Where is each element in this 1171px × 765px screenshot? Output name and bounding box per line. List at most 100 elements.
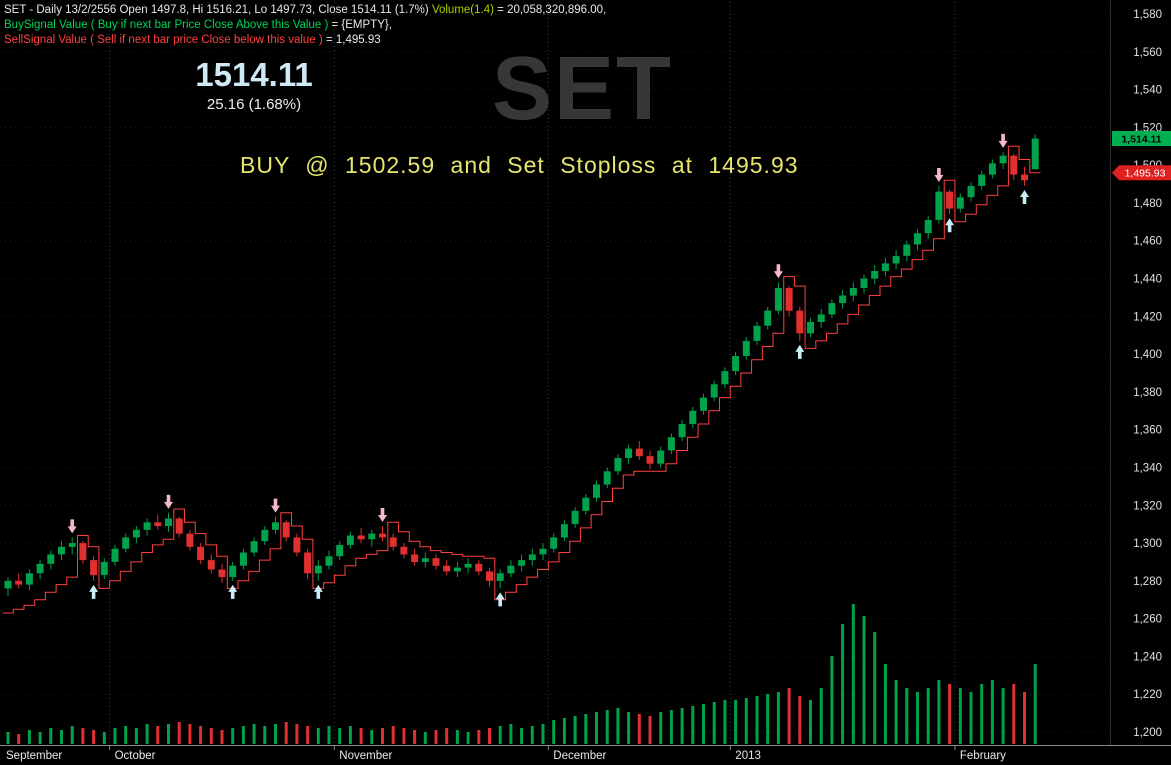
- volume-bar: [702, 704, 705, 744]
- candle-body: [4, 580, 12, 589]
- candle-body: [304, 552, 312, 574]
- candle-body: [111, 548, 119, 562]
- volume-bar: [413, 730, 417, 744]
- volume-bar: [498, 726, 502, 744]
- candle-body: [79, 543, 87, 561]
- volume-bar: [530, 726, 534, 744]
- volume-bar: [787, 688, 791, 744]
- x-month-label: November: [339, 750, 392, 762]
- y-axis-label: 1,340: [1133, 463, 1162, 475]
- volume-bar: [188, 724, 192, 744]
- volume-bar: [60, 730, 63, 744]
- candle-body: [614, 458, 622, 472]
- candle-body: [539, 548, 547, 555]
- volume-bar: [445, 728, 449, 744]
- candle-body: [507, 565, 515, 574]
- stop-price-badge: [1112, 165, 1171, 181]
- x-month-label: December: [553, 750, 606, 762]
- candle-body: [432, 558, 440, 566]
- y-axis-label: 1,380: [1133, 387, 1162, 399]
- candle-body: [710, 384, 718, 398]
- candle-body: [1021, 174, 1028, 181]
- candle-body: [464, 563, 472, 568]
- volume-bar: [669, 710, 673, 744]
- volume-bar: [241, 726, 245, 744]
- y-axis-label: 1,320: [1133, 500, 1162, 512]
- volume-bar: [1001, 688, 1005, 744]
- y-axis-label: 1,480: [1133, 198, 1162, 210]
- volume-bar: [199, 726, 203, 744]
- volume-bar: [584, 714, 588, 744]
- candle-body: [143, 522, 151, 530]
- volume-bar: [252, 724, 256, 744]
- volume-bar: [284, 722, 288, 744]
- y-axis-label: 1,580: [1133, 9, 1162, 21]
- candle-body: [207, 560, 215, 570]
- sell-arrow-icon: [271, 498, 281, 513]
- volume-bar: [402, 728, 406, 744]
- volume-bar: [798, 696, 802, 744]
- buy-arrow-icon: [313, 584, 323, 599]
- volume-bar: [958, 688, 962, 744]
- candle-body: [593, 484, 600, 498]
- last-price-badge: [1112, 131, 1171, 146]
- candle-body: [678, 424, 686, 438]
- volume-bar: [6, 732, 10, 744]
- candle-body: [90, 560, 98, 576]
- volume-bar: [156, 726, 160, 744]
- candle-body: [175, 518, 183, 534]
- volume-bar: [455, 730, 459, 744]
- trailing-stop-line: [2, 145, 1041, 614]
- volume-bar: [691, 706, 695, 744]
- y-axis-label: 1,420: [1133, 311, 1162, 323]
- y-axis-label: 1,280: [1133, 576, 1162, 588]
- buy-arrow-icon: [795, 344, 805, 359]
- candle-body: [58, 546, 65, 555]
- candle-body: [68, 543, 76, 547]
- volume-bar: [969, 692, 973, 744]
- y-axis-label: 1,200: [1133, 727, 1162, 739]
- volume-bar: [1023, 692, 1026, 744]
- candle-body: [988, 163, 996, 175]
- volume-bar: [862, 616, 866, 744]
- sell-arrow-icon: [998, 133, 1008, 148]
- candle-body: [36, 563, 44, 574]
- candle-body: [411, 554, 419, 562]
- volume-bar: [81, 728, 85, 744]
- candle-body: [700, 397, 707, 411]
- candle-body: [218, 569, 226, 578]
- candle-body: [336, 544, 344, 557]
- candle-body: [582, 497, 590, 511]
- volume-bar: [627, 712, 631, 744]
- volume-bar: [648, 716, 652, 744]
- volume-bar: [734, 700, 738, 744]
- candle-body: [122, 537, 130, 549]
- y-axis-label: 1,300: [1133, 538, 1162, 550]
- candle-body: [956, 197, 964, 209]
- candle-body: [946, 191, 954, 209]
- candle-body: [453, 567, 461, 572]
- sell-arrow-icon: [67, 519, 77, 534]
- candle-body: [646, 456, 654, 464]
- volume-bar: [209, 728, 213, 744]
- volume-bar: [220, 730, 224, 744]
- candle-body: [635, 448, 643, 457]
- candle-body: [871, 271, 879, 279]
- volume-bar: [102, 732, 106, 744]
- candle-body: [657, 450, 665, 464]
- volume-bar: [263, 726, 267, 744]
- volume-bar: [637, 714, 641, 744]
- candle-body: [625, 448, 633, 458]
- candle-body: [753, 325, 761, 341]
- candle-body: [1031, 138, 1039, 170]
- volume-bar: [423, 732, 427, 744]
- candle-body: [839, 295, 847, 304]
- buy-arrow-icon: [1020, 189, 1029, 204]
- candle-body: [571, 510, 579, 525]
- candle-body: [100, 561, 108, 576]
- candle-body: [475, 563, 483, 572]
- candle-body: [357, 535, 365, 540]
- y-axis-label: 1,400: [1133, 349, 1162, 361]
- candle-body: [914, 233, 921, 245]
